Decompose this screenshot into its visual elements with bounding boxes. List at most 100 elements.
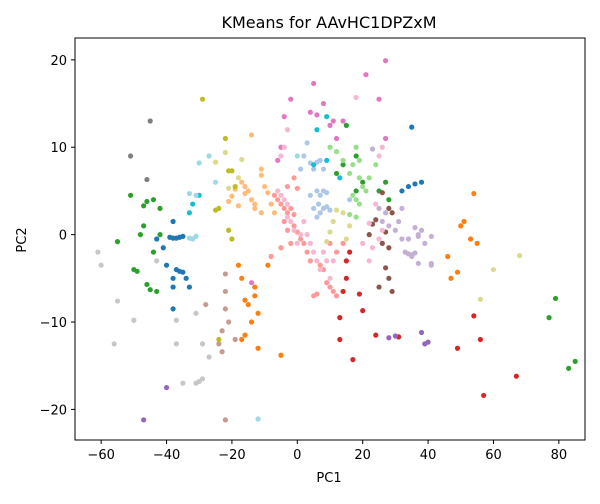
data-point-cluster-15-3	[114, 298, 121, 304]
data-point-cluster-3-16	[226, 198, 232, 205]
data-point-cluster-3-17	[229, 193, 235, 199]
y-axis: −20 −10 0 10 20	[40, 54, 75, 418]
data-point-cluster-7-3	[278, 201, 284, 207]
data-point-cluster-11-5	[222, 288, 228, 295]
data-point-cluster-18-0	[186, 210, 193, 216]
data-point-cluster-15-14	[206, 354, 212, 360]
data-point-cluster-4-7	[144, 198, 150, 205]
data-point-cluster-4-17	[343, 122, 349, 128]
x-axis: −60 −40 −20 0 20 40 60 80	[87, 440, 567, 463]
data-point-cluster-11-7	[226, 319, 232, 325]
data-point-cluster-13-2	[284, 127, 291, 133]
data-point-cluster-4-6	[144, 281, 150, 288]
data-point-cluster-11-8	[222, 417, 228, 423]
data-point-cluster-19-8	[255, 416, 261, 422]
data-point-cluster-13-0	[278, 153, 284, 159]
data-point-cluster-12-8	[320, 100, 327, 107]
data-point-cluster-3-2	[248, 197, 255, 203]
data-point-cluster-13-17	[317, 266, 323, 273]
data-point-cluster-6-2	[340, 288, 346, 295]
data-point-cluster-11-9	[232, 336, 238, 343]
data-point-cluster-2-11	[265, 262, 271, 268]
data-point-cluster-7-0	[268, 253, 274, 260]
data-point-cluster-13-7	[284, 214, 291, 220]
data-point-cluster-10-12	[379, 190, 385, 196]
data-point-cluster-17-10	[343, 236, 349, 242]
data-point-cluster-6-13	[477, 336, 483, 343]
data-point-cluster-11-4	[222, 271, 228, 277]
data-point-cluster-2-12	[278, 352, 284, 358]
data-point-cluster-11-1	[216, 341, 222, 347]
data-point-cluster-15-9	[193, 310, 199, 316]
data-point-cluster-9-1	[376, 205, 382, 212]
data-point-cluster-18-4	[314, 127, 320, 133]
data-point-cluster-2-14	[448, 275, 454, 281]
data-point-cluster-13-18	[320, 249, 327, 255]
data-point-cluster-1-7	[320, 166, 327, 172]
data-point-cluster-1-2	[304, 140, 310, 146]
data-point-cluster-16-5	[229, 168, 235, 174]
data-point-cluster-16-2	[216, 205, 222, 212]
data-point-cluster-5-8	[360, 183, 366, 190]
data-point-cluster-7-1	[271, 192, 278, 198]
data-point-cluster-16-9	[216, 336, 222, 343]
data-point-cluster-3-7	[258, 166, 264, 172]
data-point-cluster-3-5	[258, 210, 264, 216]
data-point-cluster-17-11	[347, 223, 353, 229]
data-point-cluster-9-6	[399, 236, 405, 242]
data-point-cluster-9-16	[422, 240, 428, 246]
data-point-cluster-10-9	[373, 217, 379, 223]
data-point-cluster-13-20	[327, 275, 333, 281]
data-point-cluster-4-9	[150, 197, 157, 203]
data-point-cluster-2-13	[445, 253, 451, 260]
data-point-cluster-8-0	[163, 384, 170, 391]
data-point-cluster-17-2	[226, 185, 232, 191]
data-point-cluster-9-14	[428, 260, 434, 267]
data-point-cluster-8-6	[425, 339, 431, 345]
data-point-cluster-13-9	[291, 227, 297, 233]
data-point-cluster-7-12	[304, 249, 310, 255]
data-point-cluster-13-12	[301, 218, 307, 225]
data-point-cluster-17-4	[235, 175, 242, 181]
data-point-cluster-1-11	[324, 190, 330, 196]
data-point-cluster-12-2	[275, 157, 281, 163]
data-point-cluster-1-14	[317, 210, 323, 216]
x-tick-label: 60	[485, 448, 502, 463]
data-point-cluster-1-20	[347, 197, 353, 203]
data-point-cluster-4-16	[340, 162, 346, 168]
data-point-cluster-4-4	[141, 203, 147, 209]
data-point-cluster-13-28	[366, 258, 372, 264]
data-point-cluster-1-19	[315, 201, 322, 207]
data-point-cluster-6-8	[360, 308, 366, 314]
data-point-cluster-4-19	[353, 153, 359, 159]
data-point-cluster-5-5	[353, 197, 359, 203]
data-point-cluster-5-6	[353, 214, 359, 220]
y-axis-label: PC2	[15, 227, 30, 252]
data-point-cluster-2-5	[252, 284, 258, 290]
x-tick-label: 80	[551, 448, 568, 463]
data-point-cluster-7-18	[284, 183, 291, 190]
data-point-cluster-4-3	[137, 232, 143, 238]
data-point-cluster-2-16	[458, 223, 464, 229]
data-point-cluster-15-7	[173, 341, 179, 347]
data-point-cluster-13-23	[379, 144, 385, 150]
data-point-cluster-14-0	[127, 153, 134, 159]
data-point-cluster-19-0	[186, 190, 193, 197]
data-point-cluster-18-1	[190, 201, 196, 207]
data-point-cluster-5-9	[363, 188, 369, 194]
data-point-cluster-2-8	[242, 332, 248, 338]
data-point-cluster-12-9	[327, 122, 333, 128]
data-point-cluster-9-0	[369, 146, 376, 152]
data-point-cluster-17-5	[324, 239, 330, 245]
data-point-cluster-5-12	[356, 175, 363, 181]
data-point-cluster-13-15	[311, 249, 317, 255]
data-point-cluster-7-31	[340, 240, 346, 246]
data-point-cluster-18-3	[311, 162, 317, 168]
data-point-cluster-3-8	[262, 183, 268, 190]
data-point-cluster-13-22	[376, 153, 382, 159]
data-point-cluster-14-2	[144, 176, 150, 183]
data-point-cluster-7-5	[284, 210, 291, 216]
data-point-cluster-19-3	[206, 153, 212, 159]
data-point-cluster-10-5	[386, 205, 392, 212]
data-point-cluster-17-6	[327, 229, 333, 235]
